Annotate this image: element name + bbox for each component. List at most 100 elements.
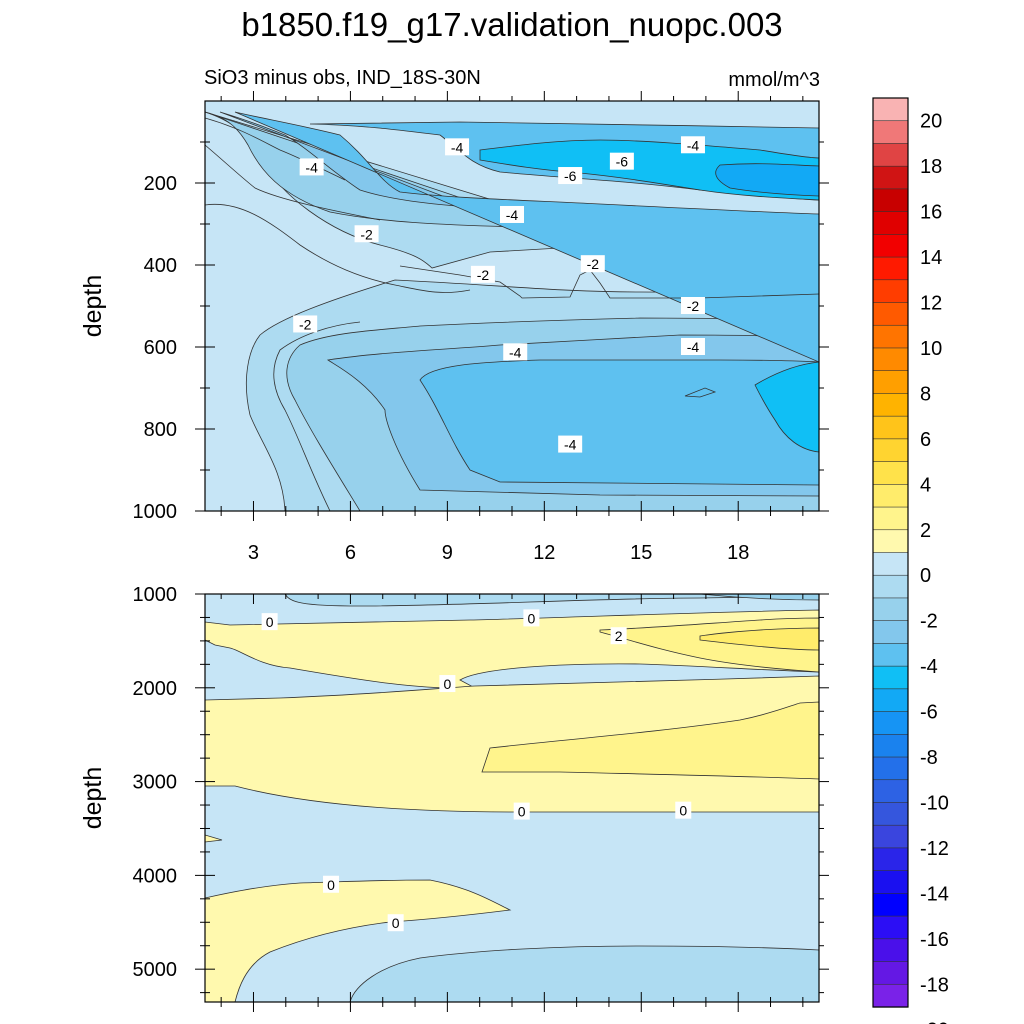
upper-y-tick-label: 400	[144, 255, 177, 277]
colorbar-swatch	[872, 370, 909, 395]
lower-contour-label-box	[513, 802, 530, 820]
upper-contour-label-box	[680, 297, 705, 314]
colorbar-swatch	[872, 324, 909, 349]
colorbar-swatch	[872, 552, 909, 576]
colorbar-swatch	[872, 302, 909, 326]
upper-contour-label: -2	[687, 298, 700, 314]
lower-contour-label-box	[610, 627, 627, 645]
upper-band-minus9-core	[715, 163, 819, 197]
upper-contour-label-box	[470, 265, 495, 283]
colorbar-swatch	[872, 824, 909, 849]
upper-contour-label-box	[503, 343, 528, 361]
upper-contour-label: -4	[687, 339, 700, 355]
upper-y-axis-label: depth	[79, 275, 107, 338]
colorbar-label: 20	[920, 111, 942, 133]
lower-contour-label-box	[523, 609, 540, 627]
lower-contour-label: 0	[327, 877, 335, 893]
colorbar-label: -20	[920, 1020, 949, 1024]
colorbar-swatch	[872, 347, 909, 372]
colorbar-swatch	[872, 506, 909, 531]
colorbar-swatch	[872, 279, 909, 304]
lower-contour-label-box	[323, 875, 340, 893]
colorbar-swatch	[872, 756, 909, 781]
colorbar-swatch	[872, 733, 909, 758]
colorbar-swatch	[872, 688, 909, 713]
upper-y-tick-label: 800	[144, 419, 177, 441]
colorbar-swatch	[872, 529, 909, 554]
upper-small-blob	[684, 387, 717, 398]
colorbar-swatch	[872, 915, 909, 940]
upper-x-tick-label: 18	[727, 542, 749, 564]
colorbar-swatch	[872, 597, 909, 622]
colorbar-label: 18	[920, 156, 942, 178]
figure-title: b1850.f19_g17.validation_nuopc.003	[241, 6, 782, 43]
upper-contour-label-box	[680, 338, 705, 355]
upper-y-tick-label: 200	[144, 173, 177, 195]
colorbar-swatch	[872, 870, 909, 894]
upper-contour-label: -4	[509, 344, 522, 360]
upper-contour-label: -4	[305, 159, 318, 175]
upper-contour-label-box	[609, 152, 634, 170]
upper-contour-label: -6	[564, 168, 577, 184]
colorbar-swatch	[872, 961, 909, 985]
lower-contour-label-box	[675, 801, 692, 819]
colorbar-label: -18	[920, 974, 949, 996]
lower-contour-label-box	[387, 914, 404, 932]
colorbar-swatch	[872, 938, 909, 963]
colorbar-swatch	[872, 802, 909, 826]
colorbar-swatch	[872, 234, 909, 258]
lower-filled-contours	[205, 594, 819, 1002]
upper-contour-label-box	[500, 205, 524, 223]
lower-contour-label: 0	[392, 915, 400, 931]
upper-x-tick-label: 12	[533, 542, 555, 564]
lower-band-positive-lower	[205, 879, 512, 1002]
upper-y-tick-label: 600	[144, 337, 177, 359]
lower-band-top-negative	[284, 594, 819, 607]
upper-filled-contours	[205, 101, 819, 511]
colorbar-swatch	[872, 665, 909, 690]
upper-contour-label: -4	[451, 139, 464, 155]
colorbar-label: 16	[920, 202, 942, 224]
colorbar-swatch	[872, 97, 909, 122]
colorbar-swatch	[872, 188, 909, 213]
colorbar-swatch	[872, 893, 909, 917]
colorbar-label: 10	[920, 338, 942, 360]
colorbar-swatch	[872, 779, 909, 804]
colorbar-label: -2	[920, 611, 938, 633]
lower-y-tick-label: 2000	[133, 678, 178, 700]
lower-contour-label-box	[261, 613, 278, 631]
upper-contour-label-box	[299, 158, 324, 176]
colorbar-label: 8	[920, 383, 931, 405]
colorbar-swatch	[872, 620, 909, 644]
colorbar-label: -16	[920, 929, 949, 951]
lower-contour-label: 0	[443, 676, 451, 692]
lower-band-positive-upper-3	[699, 627, 819, 651]
upper-axis-ticks: 3 6 9 12 15 18 200 400 600 800 1000	[133, 91, 829, 564]
upper-x-tick-label: 6	[345, 542, 356, 564]
upper-contour-label: -2	[477, 267, 490, 283]
upper-contour-label: -2	[299, 316, 312, 332]
colorbar-swatch	[872, 211, 909, 235]
colorbar-swatch	[872, 165, 909, 190]
upper-contour-label: -6	[616, 154, 629, 170]
upper-contour-label: -2	[360, 226, 373, 242]
colorbar-label: 6	[920, 429, 931, 451]
upper-contour-label-box	[580, 255, 605, 273]
colorbar: 20181614121086420-2-4-6-8-10-12-14-16-18…	[872, 97, 949, 1024]
colorbar-label: 14	[920, 247, 942, 269]
lower-contour-label: 0	[527, 610, 535, 626]
colorbar-label: -14	[920, 883, 949, 905]
colorbar-label: -12	[920, 838, 949, 860]
lower-contour-label: 0	[518, 804, 526, 820]
colorbar-swatch	[872, 256, 909, 281]
panel-subtitle: SiO3 minus obs, IND_18S-30N	[204, 67, 481, 89]
colorbar-swatch	[872, 393, 909, 417]
lower-y-tick-label: 3000	[133, 772, 178, 794]
lower-y-tick-label: 4000	[133, 865, 178, 887]
upper-panel: 3 6 9 12 15 18 200 400 600 800 1000 -4 -4 -4 -6 -6 -4 -2…	[79, 91, 829, 564]
colorbar-swatch	[872, 120, 909, 145]
upper-contour-label-box	[558, 167, 583, 185]
